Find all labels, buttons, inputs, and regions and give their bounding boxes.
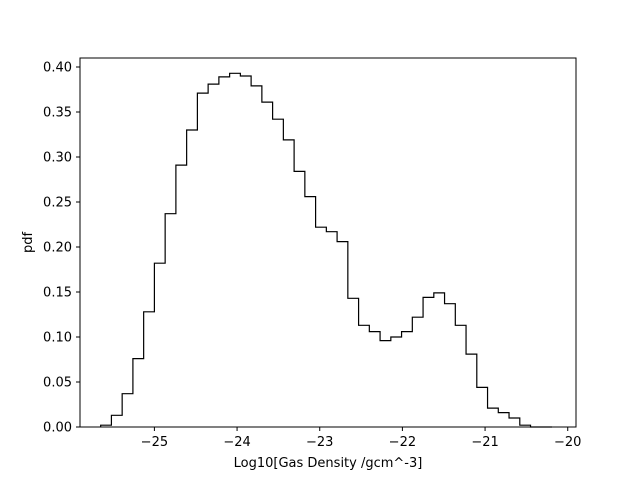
y-tick-label: 0.40	[43, 61, 72, 76]
x-axis-label: Log10[Gas Density /gcm^-3]	[234, 456, 423, 471]
y-tick-label: 0.10	[43, 331, 72, 346]
y-tick-label: 0.20	[43, 241, 72, 256]
x-tick-label: −22	[389, 435, 416, 450]
x-tick-label: −20	[554, 435, 581, 450]
y-tick-label: 0.05	[43, 376, 72, 391]
x-tick-label: −24	[223, 435, 250, 450]
x-axis-ticks: −25 −24 −23 −22 −21 −20	[141, 427, 581, 450]
y-axis-label: pdf	[21, 232, 36, 254]
histogram-step-line	[100, 72, 553, 428]
plot-area	[100, 72, 553, 428]
x-tick-label: −23	[306, 435, 333, 450]
y-tick-label: 0.35	[43, 106, 72, 121]
y-tick-label: 0.00	[43, 421, 72, 436]
x-tick-label: −25	[141, 435, 168, 450]
axes-frame	[79, 57, 577, 428]
y-tick-label: 0.15	[43, 286, 72, 301]
y-tick-label: 0.25	[43, 196, 72, 211]
x-tick-label: −21	[471, 435, 498, 450]
y-axis-ticks: 0.00 0.05 0.10 0.15 0.20 0.25 0.30 0.35 0.40	[43, 61, 80, 436]
y-tick-label: 0.30	[43, 151, 72, 166]
